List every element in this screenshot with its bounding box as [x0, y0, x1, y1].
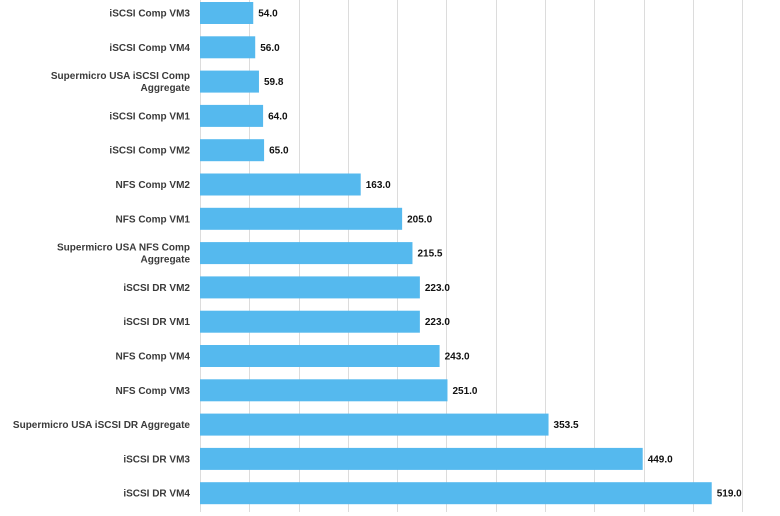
value-label: 251.0	[452, 386, 477, 397]
value-label: 56.0	[260, 43, 280, 54]
value-labels: 54.0 56.0 59.8 64.0 65.0 163.0 205.0 215.5 223.0…	[258, 9, 742, 500]
bar	[200, 242, 413, 265]
value-label: 519.0	[717, 489, 742, 500]
value-label: 59.8	[264, 77, 284, 88]
value-label: 54.0	[258, 9, 278, 20]
category-label: NFS Comp VM1	[116, 214, 191, 225]
category-label: iSCSI Comp VM4	[109, 43, 190, 54]
bar	[200, 447, 643, 470]
category-label: iSCSI DR VM4	[123, 489, 190, 500]
category-label: Supermicro USA iSCSI Comp Aggregate	[51, 71, 191, 94]
bar	[200, 482, 712, 505]
category-label: NFS Comp VM4	[116, 352, 191, 363]
value-label: 65.0	[269, 146, 289, 157]
value-label: 223.0	[425, 317, 450, 328]
bar	[200, 2, 254, 24]
bar	[200, 413, 549, 436]
bar	[200, 70, 259, 93]
category-label: Supermicro USA iSCSI DR Aggregate	[13, 420, 191, 431]
bar	[200, 310, 420, 333]
value-label: 243.0	[445, 352, 470, 363]
category-label: iSCSI DR VM2	[123, 283, 190, 294]
category-label: iSCSI Comp VM1	[109, 111, 190, 122]
category-label: iSCSI Comp VM2	[109, 146, 190, 157]
category-label: NFS Comp VM2	[116, 180, 191, 191]
value-label: 353.5	[554, 420, 579, 431]
bar	[200, 207, 403, 230]
value-label: 223.0	[425, 283, 450, 294]
bar	[200, 36, 256, 59]
bar	[200, 139, 265, 162]
bar	[200, 379, 448, 402]
bar	[200, 345, 440, 367]
value-label: 449.0	[648, 454, 673, 465]
category-labels: iSCSI Comp VM3 iSCSI Comp VM4 Supermicro U…	[13, 9, 191, 500]
bar	[200, 173, 361, 196]
category-label: iSCSI DR VM1	[123, 317, 190, 328]
bar	[200, 104, 264, 127]
bar	[200, 276, 420, 299]
category-label: Supermicro USA NFS Comp Aggregate	[57, 243, 190, 266]
bars	[200, 2, 712, 505]
value-label: 163.0	[366, 180, 391, 191]
category-label: iSCSI Comp VM3	[109, 9, 190, 20]
value-label: 64.0	[268, 111, 288, 122]
value-label: 215.5	[417, 249, 442, 260]
category-label: iSCSI DR VM3	[123, 454, 190, 465]
value-label: 205.0	[407, 214, 432, 225]
category-label: NFS Comp VM3	[116, 386, 191, 397]
